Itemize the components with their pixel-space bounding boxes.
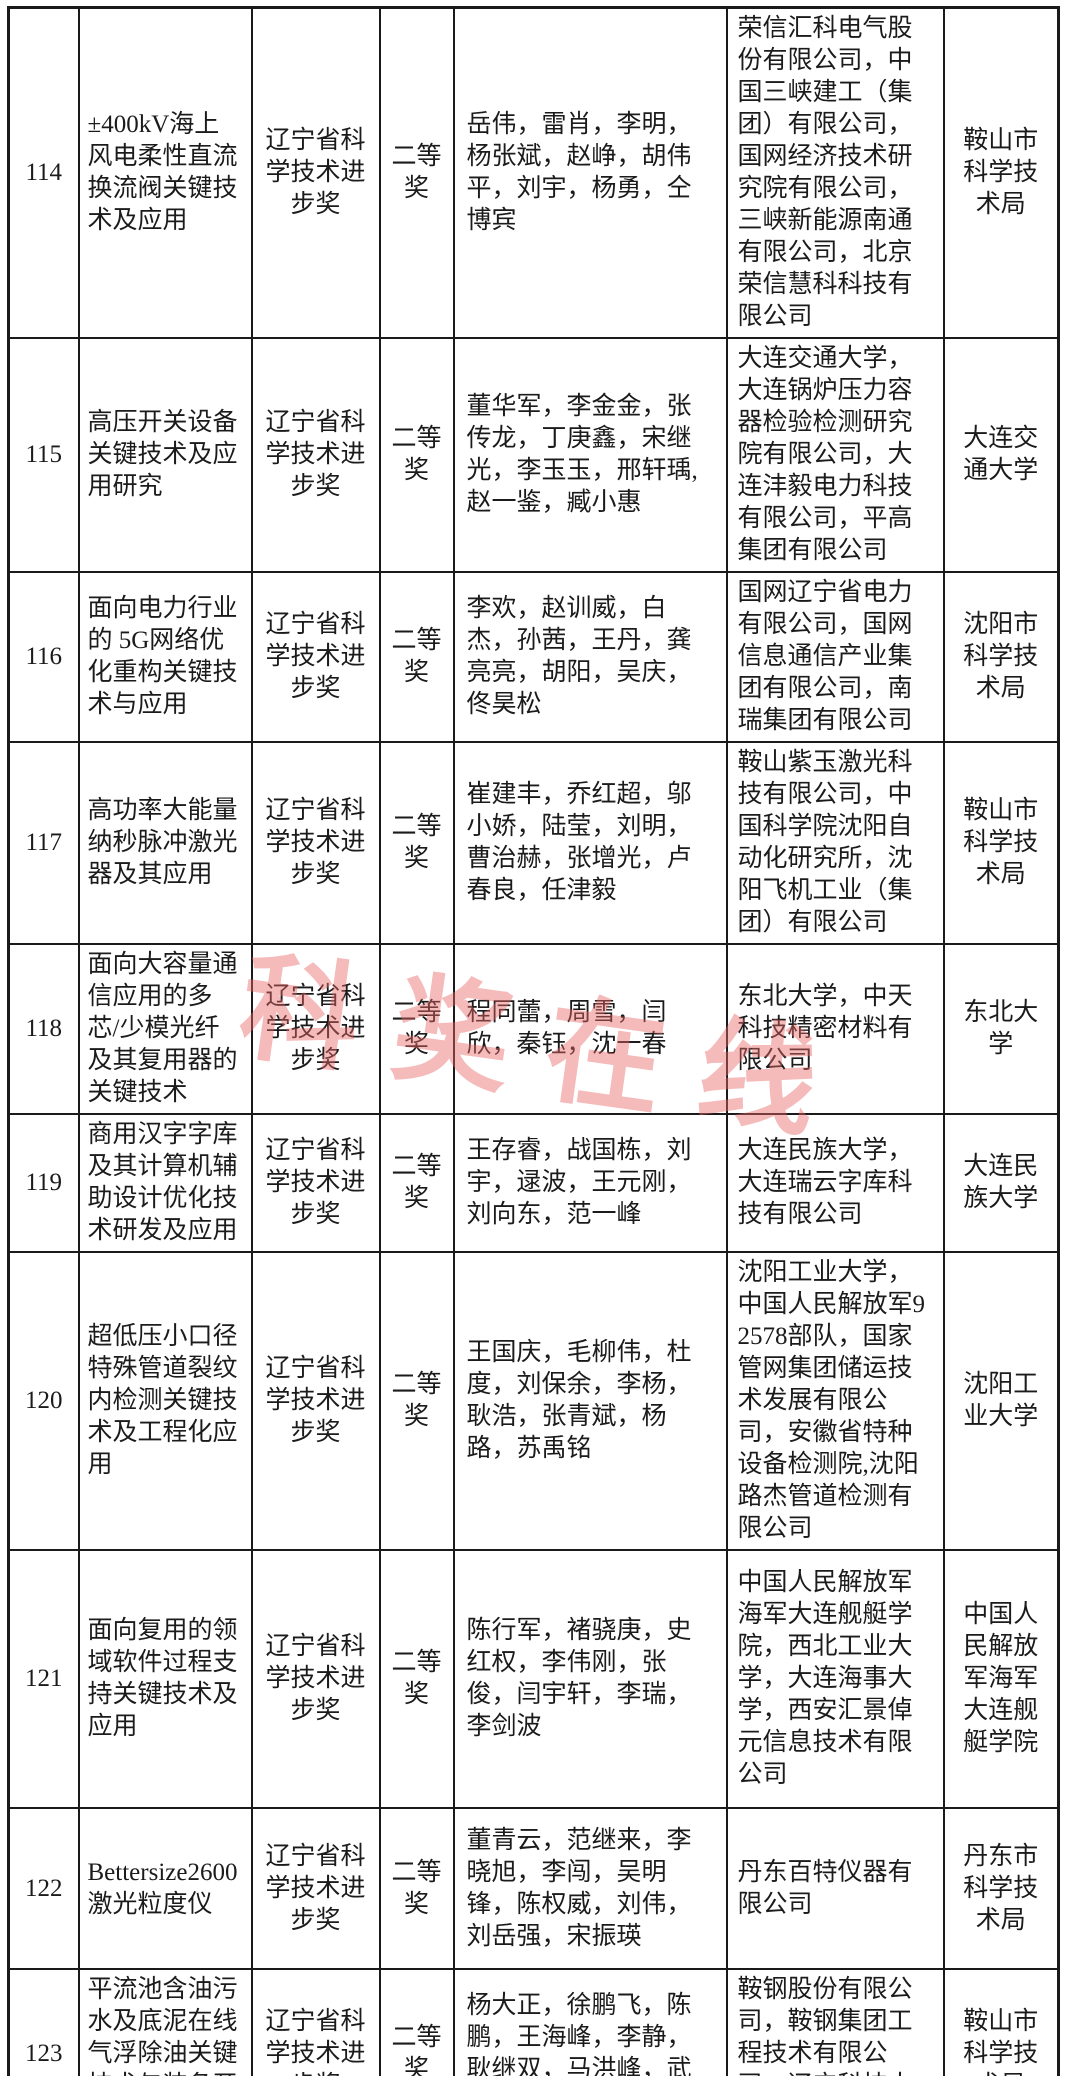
cell-organizations: 东北大学，中天科技精密材料有限公司 (725, 943, 945, 1115)
cell-award-name: 辽宁省科学技术进步奖 (250, 571, 381, 743)
cell-project-name: 面向大容量通信应用的多芯/少模光纤及其复用器的关键技术 (77, 943, 253, 1115)
cell-award-name: 辽宁省科学技术进步奖 (250, 1251, 381, 1551)
cell-project-name: ±400kV海上风电柔性直流换流阀关键技术及应用 (77, 6, 253, 339)
table-row: 122 Bettersize2600激光粒度仪 辽宁省科学技术进步奖 二等奖 董… (7, 1807, 1060, 1970)
table-row: 118 面向大容量通信应用的多芯/少模光纤及其复用器的关键技术 辽宁省科学技术进… (7, 943, 1060, 1115)
cell-organizations: 大连民族大学，大连瑞云字库科技有限公司 (725, 1113, 945, 1253)
cell-project-name: 平流池含油污水及底泥在线气浮除油关键技术与装备开发及应用 (77, 1968, 253, 2076)
cell-award-level: 二等奖 (378, 1251, 455, 1551)
cell-serial-number: 119 (7, 1113, 80, 1253)
cell-awardees: 杨大正，徐鹏飞，陈鹏，王海峰，李静，耿继双，马洪峰，武鹤楠，王飞 (452, 1968, 728, 2076)
cell-organizations: 沈阳工业大学，中国人民解放军92578部队，国家管网集团储运技术发展有限公司，安… (725, 1251, 945, 1551)
cell-nominating-unit: 沈阳市科学技术局 (942, 571, 1060, 743)
cell-awardees: 陈行军，褚骁庚，史红权，李伟刚，张俊，闫宇轩，李瑞，李剑波 (452, 1549, 728, 1809)
cell-project-name: Bettersize2600激光粒度仪 (77, 1807, 253, 1970)
table-row: 121 面向复用的领域软件过程支持关键技术及应用 辽宁省科学技术进步奖 二等奖 … (7, 1549, 1060, 1809)
cell-award-level: 二等奖 (378, 1807, 455, 1970)
cell-serial-number: 118 (7, 943, 80, 1115)
cell-project-name: 超低压小口径特殊管道裂纹内检测关键技术及工程化应用 (77, 1251, 253, 1551)
table-row: 115 高压开关设备关键技术及应用研究 辽宁省科学技术进步奖 二等奖 董华军，李… (7, 337, 1060, 573)
table-row: 117 高功率大能量纳秒脉冲激光器及其应用 辽宁省科学技术进步奖 二等奖 崔建丰… (7, 741, 1060, 945)
cell-organizations: 鞍钢股份有限公司，鞍钢集团工程技术有限公司，辽宁科技大学 (725, 1968, 945, 2076)
cell-award-level: 二等奖 (378, 337, 455, 573)
cell-nominating-unit: 丹东市科学技术局 (942, 1807, 1060, 1970)
cell-nominating-unit: 大连交通大学 (942, 337, 1060, 573)
awards-table: 114 ±400kV海上风电柔性直流换流阀关键技术及应用 辽宁省科学技术进步奖 … (7, 6, 1060, 2076)
cell-awardees: 岳伟，雷肖，李明，杨张斌，赵峥，胡伟平，刘宇，杨勇，仝博宾 (452, 6, 728, 339)
cell-serial-number: 122 (7, 1807, 80, 1970)
table-row: 114 ±400kV海上风电柔性直流换流阀关键技术及应用 辽宁省科学技术进步奖 … (7, 6, 1060, 339)
cell-serial-number: 123 (7, 1968, 80, 2076)
cell-awardees: 王存睿，战国栋，刘宇，逯波，王元刚，刘向东，范一峰 (452, 1113, 728, 1253)
cell-nominating-unit: 中国人民解放军海军大连舰艇学院 (942, 1549, 1060, 1809)
table-row: 119 商用汉字字库及其计算机辅助设计优化技术研发及应用 辽宁省科学技术进步奖 … (7, 1113, 1060, 1253)
cell-award-name: 辽宁省科学技术进步奖 (250, 337, 381, 573)
table-row: 120 超低压小口径特殊管道裂纹内检测关键技术及工程化应用 辽宁省科学技术进步奖… (7, 1251, 1060, 1551)
cell-nominating-unit: 东北大学 (942, 943, 1060, 1115)
cell-awardees: 董青云，范继来，李晓旭，李闯，吴明锋，陈权威，刘伟，刘岳强，宋振瑛 (452, 1807, 728, 1970)
cell-serial-number: 116 (7, 571, 80, 743)
cell-award-level: 二等奖 (378, 943, 455, 1115)
cell-organizations: 鞍山紫玉激光科技有限公司，中国科学院沈阳自动化研究所，沈阳飞机工业（集团）有限公… (725, 741, 945, 945)
cell-project-name: 面向电力行业的 5G网络优化重构关键技术与应用 (77, 571, 253, 743)
cell-award-level: 二等奖 (378, 6, 455, 339)
cell-awardees: 崔建丰，乔红超，邬小娇，陆莹，刘明，曹治赫，张增光，卢春良，任津毅 (452, 741, 728, 945)
cell-project-name: 高功率大能量纳秒脉冲激光器及其应用 (77, 741, 253, 945)
cell-nominating-unit: 沈阳工业大学 (942, 1251, 1060, 1551)
cell-organizations: 国网辽宁省电力有限公司，国网信息通信产业集团有限公司，南瑞集团有限公司 (725, 571, 945, 743)
cell-awardees: 程同蕾，周雪，闫欣，秦钰，沈一春 (452, 943, 728, 1115)
cell-awardees: 李欢，赵训威，白杰，孙茜，王丹，龚亮亮，胡阳，吴庆，佟昊松 (452, 571, 728, 743)
cell-serial-number: 117 (7, 741, 80, 945)
cell-award-name: 辽宁省科学技术进步奖 (250, 741, 381, 945)
cell-award-name: 辽宁省科学技术进步奖 (250, 943, 381, 1115)
cell-award-level: 二等奖 (378, 1968, 455, 2076)
cell-organizations: 丹东百特仪器有限公司 (725, 1807, 945, 1970)
cell-project-name: 高压开关设备关键技术及应用研究 (77, 337, 253, 573)
cell-serial-number: 114 (7, 6, 80, 339)
cell-organizations: 荣信汇科电气股份有限公司，中国三峡建工（集团）有限公司，国网经济技术研究院有限公… (725, 6, 945, 339)
cell-award-name: 辽宁省科学技术进步奖 (250, 1968, 381, 2076)
cell-award-level: 二等奖 (378, 1113, 455, 1253)
table-row: 116 面向电力行业的 5G网络优化重构关键技术与应用 辽宁省科学技术进步奖 二… (7, 571, 1060, 743)
cell-award-level: 二等奖 (378, 1549, 455, 1809)
cell-project-name: 面向复用的领域软件过程支持关键技术及应用 (77, 1549, 253, 1809)
cell-nominating-unit: 鞍山市科学技术局 (942, 6, 1060, 339)
cell-serial-number: 121 (7, 1549, 80, 1809)
cell-serial-number: 115 (7, 337, 80, 573)
cell-award-name: 辽宁省科学技术进步奖 (250, 1113, 381, 1253)
cell-nominating-unit: 鞍山市科学技术局 (942, 741, 1060, 945)
cell-award-name: 辽宁省科学技术进步奖 (250, 1549, 381, 1809)
cell-nominating-unit: 大连民族大学 (942, 1113, 1060, 1253)
cell-project-name: 商用汉字字库及其计算机辅助设计优化技术研发及应用 (77, 1113, 253, 1253)
cell-awardees: 王国庆，毛柳伟，杜度，刘保余，李杨，耿浩，张青斌，杨路，苏禹铭 (452, 1251, 728, 1551)
cell-organizations: 中国人民解放军海军大连舰艇学院，西北工业大学，大连海事大学，西安汇景倬元信息技术… (725, 1549, 945, 1809)
cell-awardees: 董华军，李金金，张传龙，丁庚鑫，宋继光，李玉玉，邢轩瑀,赵一鉴，臧小惠 (452, 337, 728, 573)
cell-organizations: 大连交通大学，大连锅炉压力容器检验检测研究院有限公司，大连沣毅电力科技有限公司，… (725, 337, 945, 573)
cell-award-name: 辽宁省科学技术进步奖 (250, 6, 381, 339)
cell-award-level: 二等奖 (378, 741, 455, 945)
cell-award-level: 二等奖 (378, 571, 455, 743)
table-row: 123 平流池含油污水及底泥在线气浮除油关键技术与装备开发及应用 辽宁省科学技术… (7, 1968, 1060, 2076)
cell-award-name: 辽宁省科学技术进步奖 (250, 1807, 381, 1970)
cell-nominating-unit: 鞍山市科学技术局 (942, 1968, 1060, 2076)
cell-serial-number: 120 (7, 1251, 80, 1551)
